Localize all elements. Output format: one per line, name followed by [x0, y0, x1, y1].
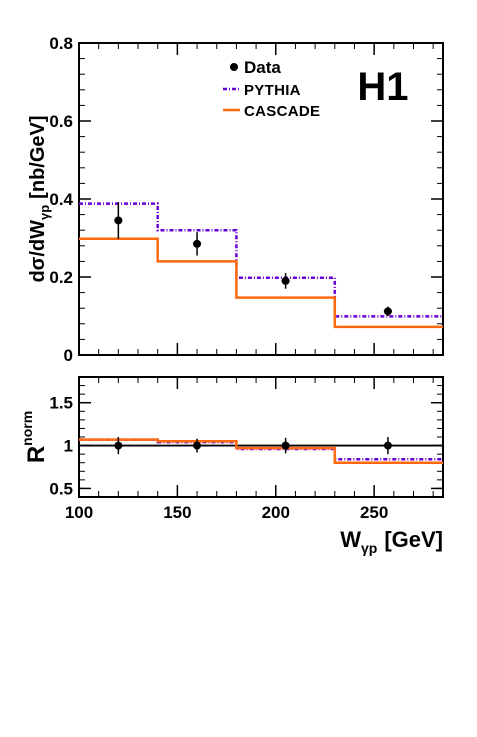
top-y-tick-label: 0.6	[49, 112, 73, 131]
legend-data-marker	[230, 63, 238, 71]
bottom-panel: 0.5 1 1.5 100 150 200 250 Rnorm Wγp [GeV]	[19, 376, 444, 556]
top-panel: 0 0.2 0.4 0.6 0.8 dσ/dWγp [nb/GeV] H1 Data PY…	[27, 34, 444, 365]
top-data-point	[281, 273, 290, 289]
x-tick-label: 150	[163, 503, 191, 522]
experiment-label: H1	[357, 65, 408, 109]
bottom-data-point	[383, 437, 392, 455]
top-histograms	[79, 202, 443, 329]
legend-data-label: Data	[244, 58, 281, 77]
bottom-y-axis-label: Rnorm	[19, 411, 50, 463]
bottom-data-point	[281, 437, 290, 454]
x-tick-label: 100	[65, 503, 93, 522]
bottom-data-points	[114, 437, 392, 455]
bottom-data-marker	[114, 441, 123, 450]
bottom-data-marker	[281, 441, 290, 450]
top-data-points	[114, 202, 392, 316]
top-data-point	[193, 232, 202, 256]
top-y-tick-label: 0.8	[49, 34, 73, 53]
top-data-marker	[193, 239, 202, 248]
bottom-axis-ticks: 0.5 1 1.5 100 150 200 250	[49, 376, 443, 522]
top-data-point	[383, 306, 392, 316]
x-label-sub: γp	[361, 540, 377, 556]
top-y-tick-label: 0	[64, 346, 73, 365]
bottom-histograms	[79, 438, 443, 464]
x-tick-label: 200	[262, 503, 290, 522]
bottom-data-point	[193, 438, 202, 453]
top-data-marker	[114, 216, 123, 225]
top-data-marker	[281, 276, 290, 285]
top-y-label-sub: γp	[37, 205, 52, 220]
bottom-data-marker	[193, 441, 202, 450]
x-label-main: W	[340, 527, 361, 552]
top-data-point	[114, 202, 123, 239]
legend-cascade-label: CASCADE	[244, 103, 320, 120]
top-axis-ticks: 0 0.2 0.4 0.6 0.8	[49, 34, 443, 365]
bottom-y-label-main: R	[23, 446, 50, 463]
bottom-y-tick-label: 1.5	[49, 394, 73, 413]
top-y-label-main: dσ/dW	[27, 220, 49, 283]
top-data-marker	[383, 307, 392, 316]
x-tick-label: 250	[360, 503, 388, 522]
legend: Data PYTHIA CASCADE	[223, 58, 320, 120]
bottom-data-point	[114, 437, 123, 455]
top-cascade-histogram	[79, 237, 443, 329]
bottom-y-tick-label: 1	[64, 437, 73, 456]
top-pythia-histogram	[79, 202, 443, 318]
legend-pythia-label: PYTHIA	[244, 82, 301, 99]
top-y-tick-label: 0.2	[49, 268, 73, 287]
top-y-label-unit: [nb/GeV]	[27, 115, 49, 198]
x-label-unit: [GeV]	[384, 527, 443, 552]
bottom-data-marker	[383, 441, 392, 450]
top-y-tick-label: 0.4	[49, 190, 73, 209]
bottom-y-tick-label: 0.5	[49, 479, 73, 498]
top-y-axis-label: dσ/dWγp [nb/GeV]	[27, 115, 52, 282]
bottom-y-label-sup: norm	[19, 411, 35, 446]
bottom-cascade-histogram	[79, 438, 443, 464]
x-axis-label: Wγp [GeV]	[340, 527, 443, 556]
